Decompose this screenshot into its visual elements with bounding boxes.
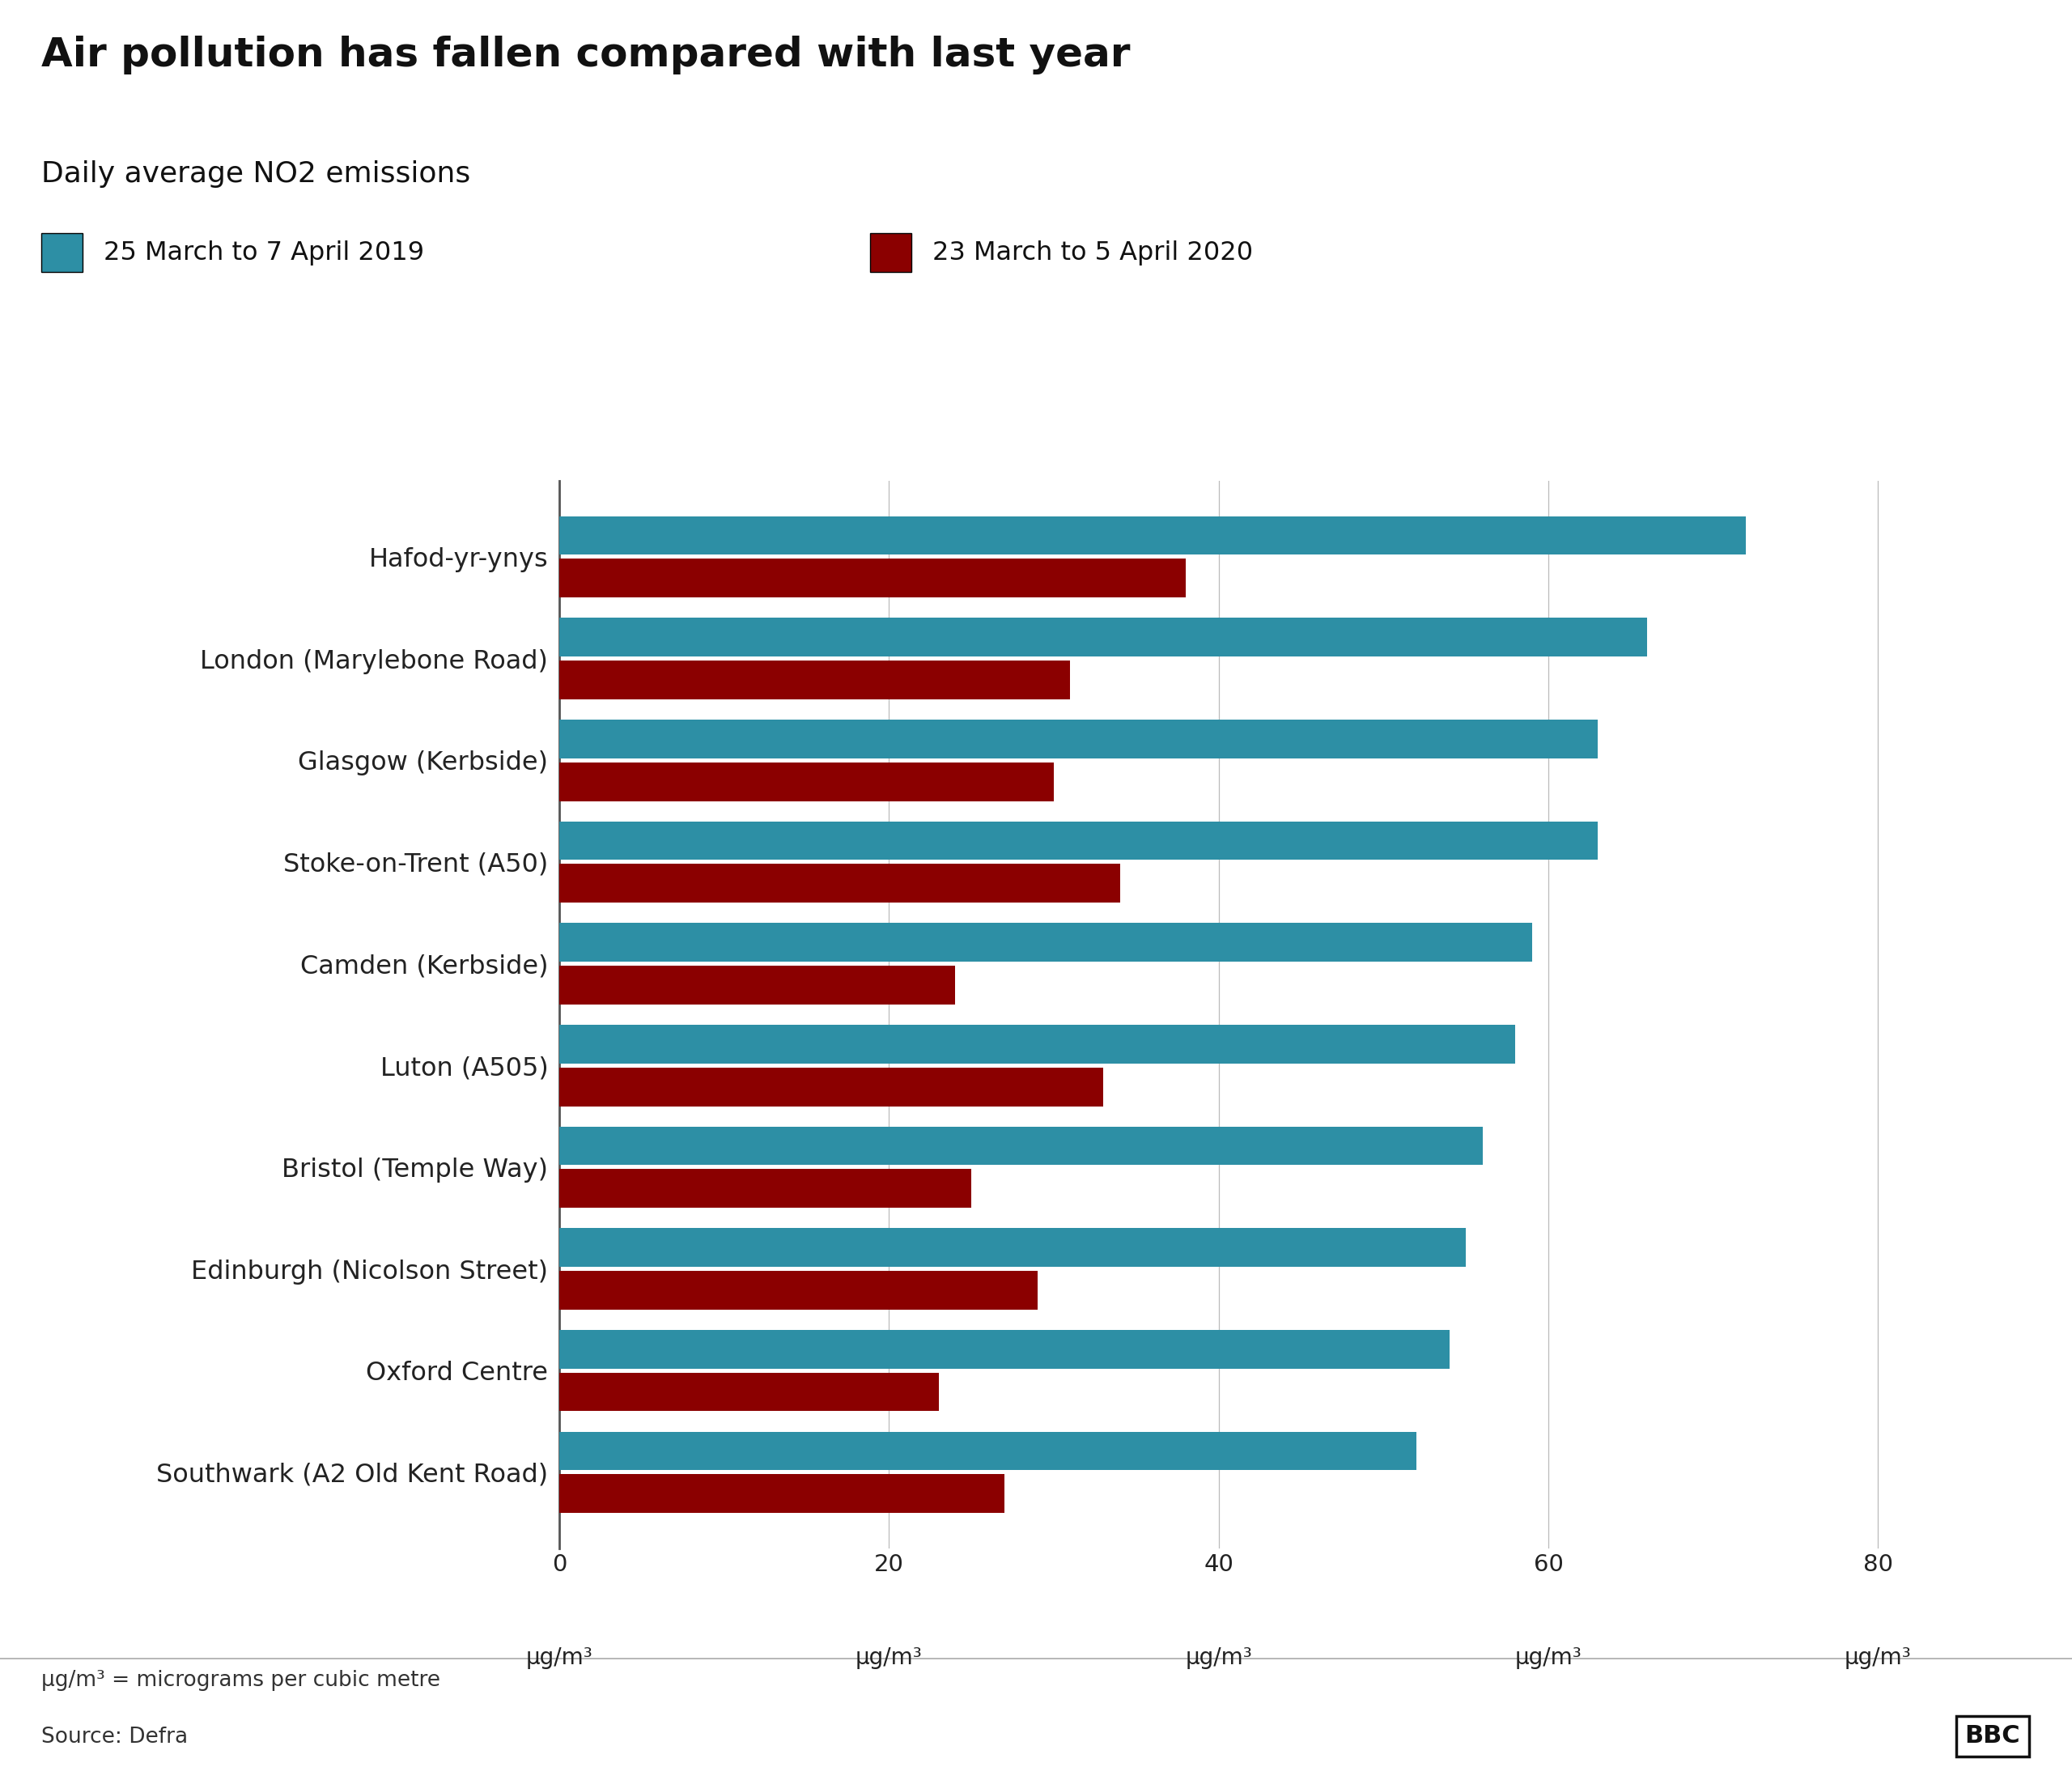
Text: 23 March to 5 April 2020: 23 March to 5 April 2020 <box>932 240 1254 265</box>
Text: μg/m³ = micrograms per cubic metre: μg/m³ = micrograms per cubic metre <box>41 1670 441 1691</box>
Bar <box>559 967 955 1004</box>
Text: μg/m³: μg/m³ <box>1515 1646 1581 1670</box>
Text: Air pollution has fallen compared with last year: Air pollution has fallen compared with l… <box>41 36 1131 75</box>
Bar <box>559 1474 1005 1513</box>
Bar <box>559 1127 1481 1166</box>
Text: μg/m³: μg/m³ <box>856 1646 922 1670</box>
Bar <box>559 516 1747 555</box>
Bar <box>559 660 1071 700</box>
Bar <box>559 924 1531 961</box>
Text: μg/m³: μg/m³ <box>1185 1646 1251 1670</box>
Bar <box>559 1431 1417 1470</box>
Bar <box>559 1025 1515 1063</box>
Bar <box>559 719 1598 758</box>
Bar <box>559 559 1185 598</box>
Text: BBC: BBC <box>1964 1725 2020 1748</box>
Bar <box>559 821 1598 860</box>
Bar <box>559 1372 939 1412</box>
Bar <box>559 762 1055 801</box>
Text: μg/m³: μg/m³ <box>1844 1646 1912 1670</box>
Bar <box>559 1169 972 1209</box>
Text: 25 March to 7 April 2019: 25 March to 7 April 2019 <box>104 240 425 265</box>
Text: Source: Defra: Source: Defra <box>41 1727 189 1748</box>
Bar <box>559 1271 1038 1310</box>
Bar <box>559 1068 1104 1105</box>
Bar <box>559 863 1119 902</box>
Text: μg/m³: μg/m³ <box>526 1646 593 1670</box>
Bar <box>559 1228 1467 1267</box>
Text: Daily average NO2 emissions: Daily average NO2 emissions <box>41 160 470 187</box>
Bar <box>559 1330 1450 1369</box>
Bar <box>559 618 1647 657</box>
